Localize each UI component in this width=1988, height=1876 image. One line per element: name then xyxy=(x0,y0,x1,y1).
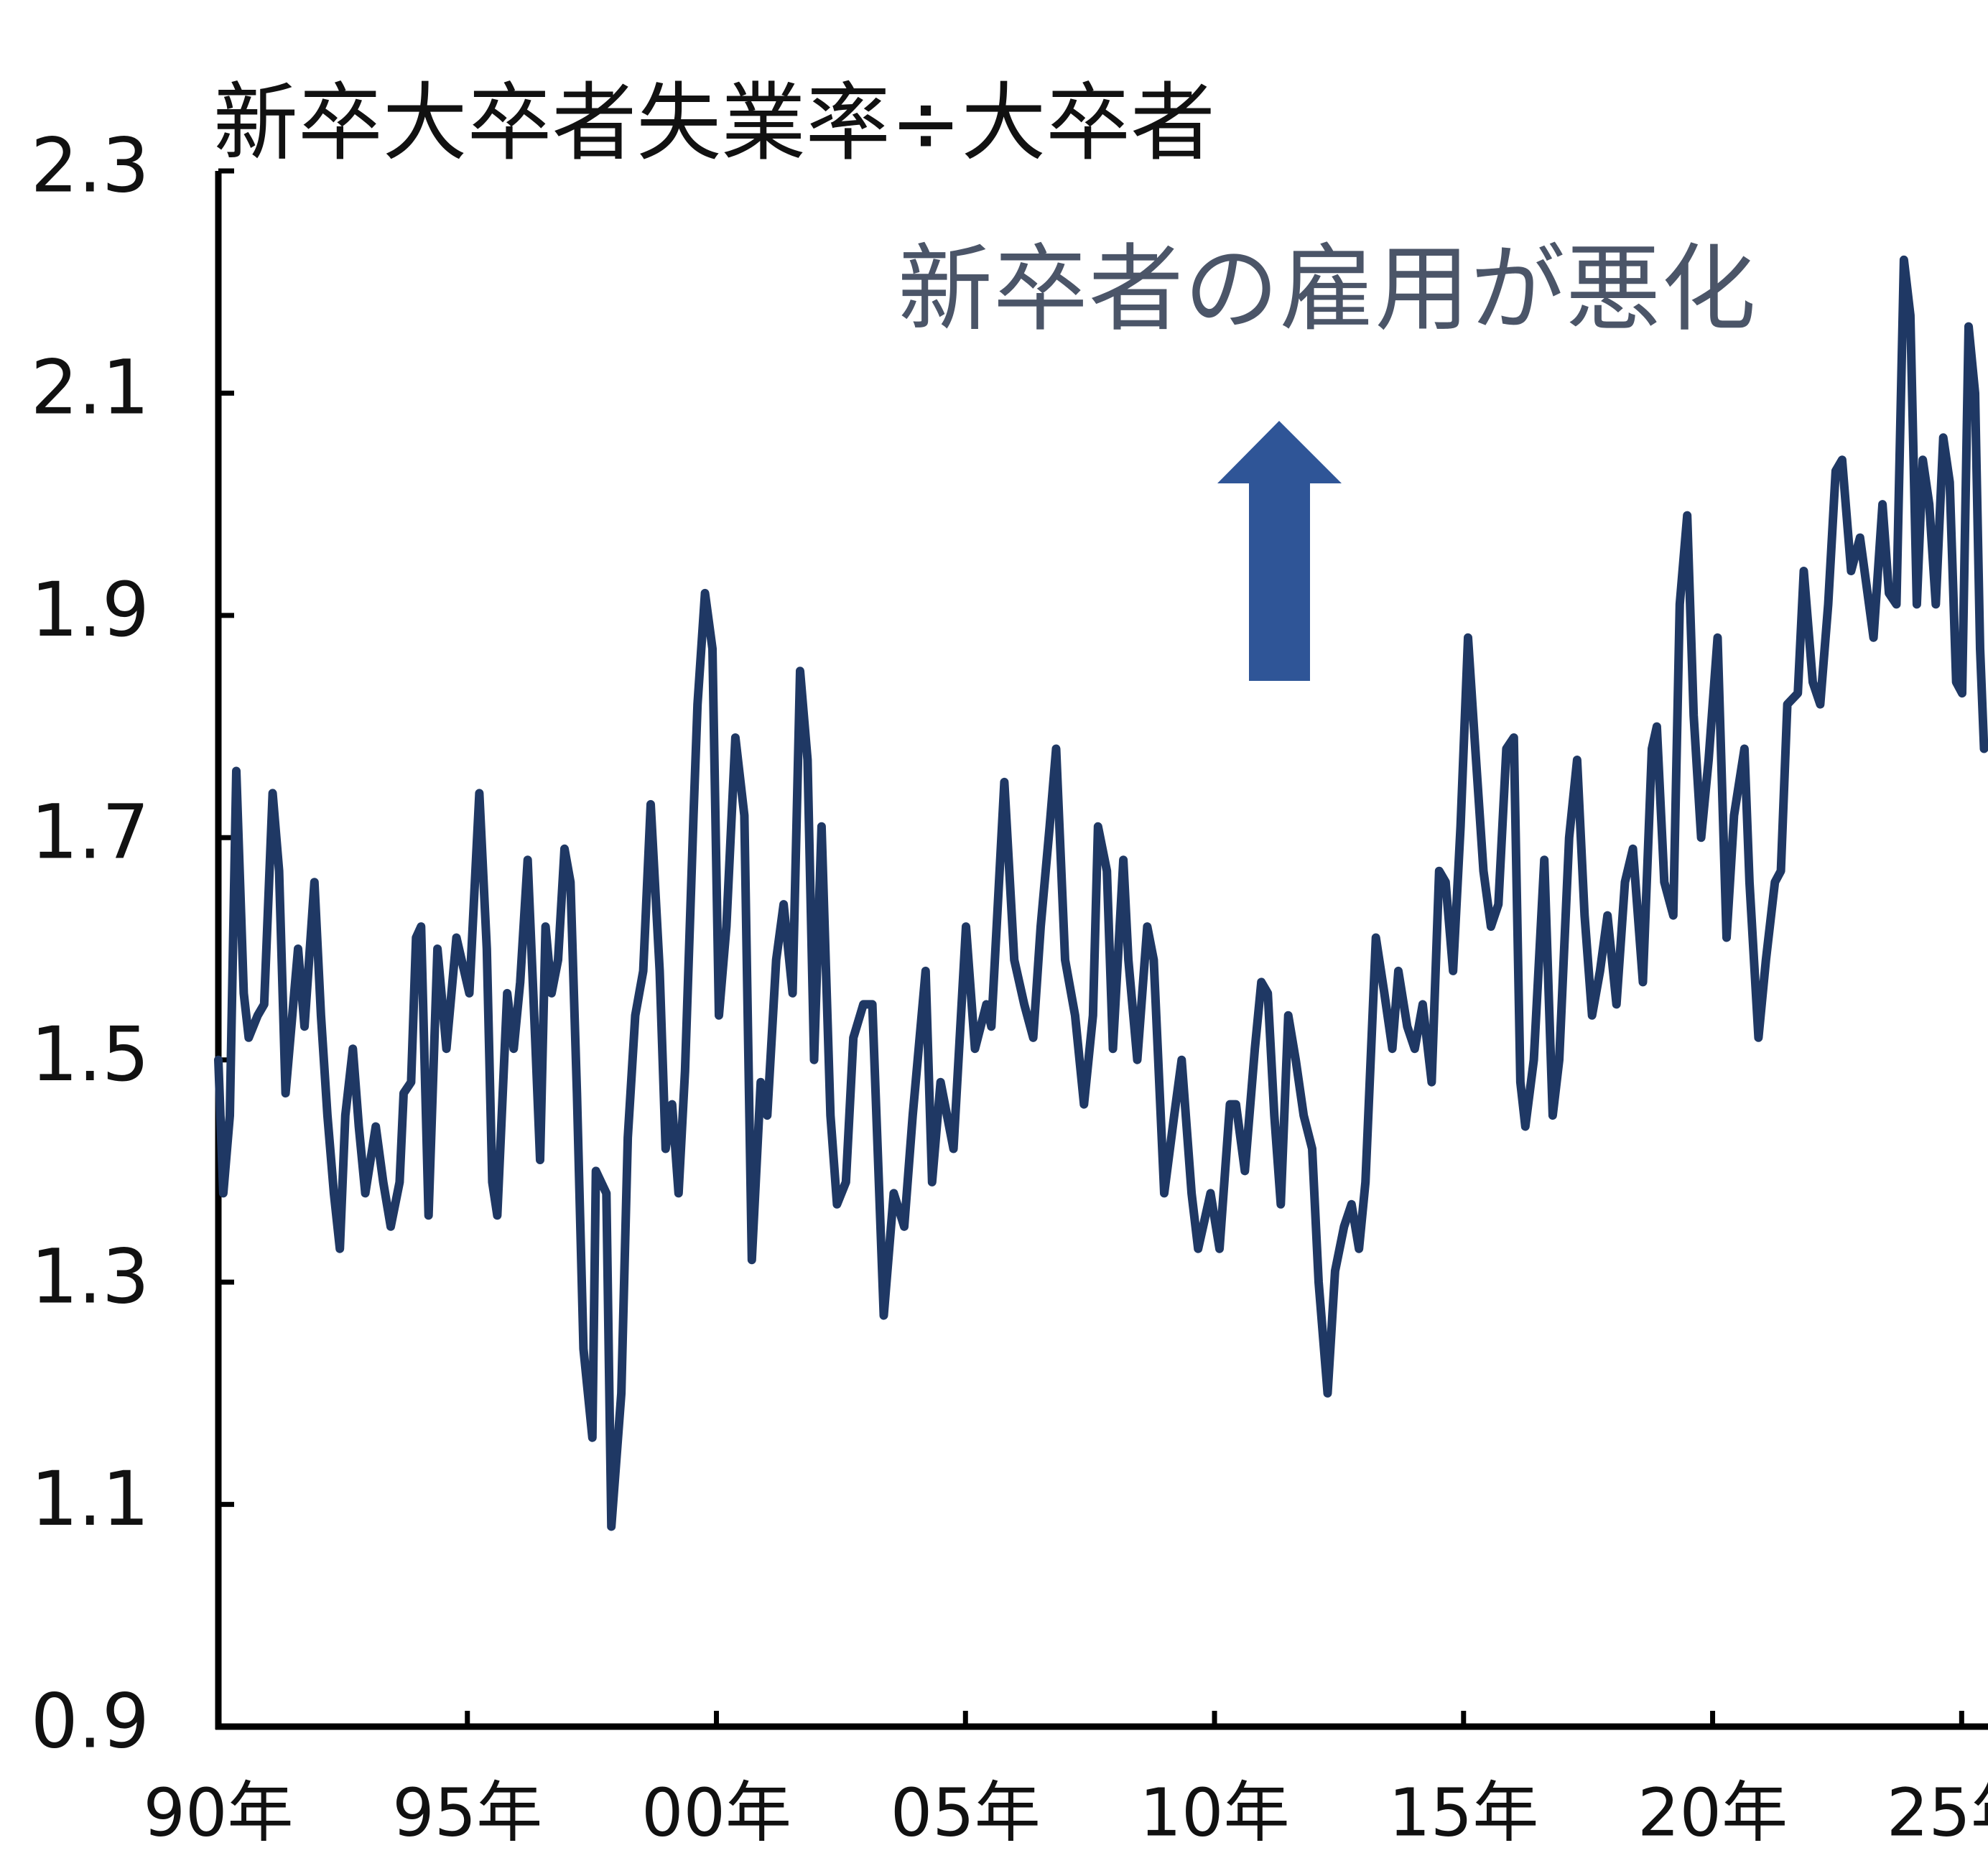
y-tick-label: 2.1 xyxy=(31,344,149,432)
y-tick-label: 1.5 xyxy=(31,1011,149,1098)
x-tick-label: 25年 xyxy=(1887,1774,1988,1851)
x-tick-label: 95年 xyxy=(392,1774,542,1851)
chart-title: 新卒大卒者失業率÷大卒者 xyxy=(213,73,1215,172)
y-tick-label: 1.3 xyxy=(31,1232,149,1320)
data-line xyxy=(214,255,1988,1531)
y-tick-label: 1.9 xyxy=(31,566,149,654)
up-arrow xyxy=(1217,421,1342,681)
x-tick-label: 90年 xyxy=(143,1774,293,1851)
y-tick-label: 2.3 xyxy=(31,121,149,209)
x-tick-label: 15年 xyxy=(1388,1774,1538,1851)
y-tick-label: 1.7 xyxy=(31,789,149,876)
x-tick-label: 20年 xyxy=(1638,1774,1788,1851)
x-tick-label: 10年 xyxy=(1140,1774,1290,1851)
annotation: 新卒者の雇用が悪化 xyxy=(898,234,1756,345)
x-tick-label: 00年 xyxy=(641,1774,791,1851)
y-tick-label: 0.9 xyxy=(31,1677,149,1765)
x-tick-label: 05年 xyxy=(891,1774,1041,1851)
y-tick-label: 1.1 xyxy=(31,1455,149,1543)
